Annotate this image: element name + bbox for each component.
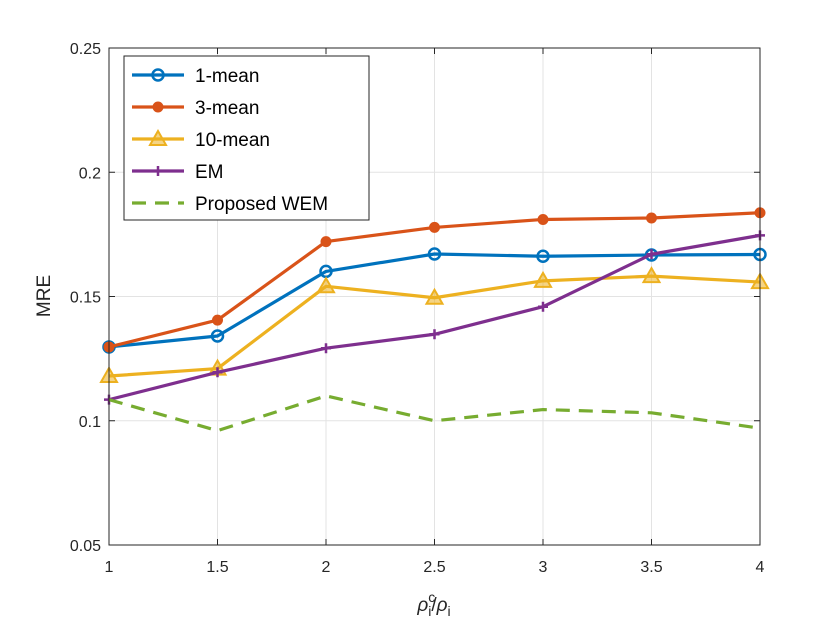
data-point-em: [429, 329, 440, 340]
axis-ticks: 1 1.5 2 2.5 3 3.5 4 0.05 0.1 0.15 0.2 0.25: [70, 41, 765, 576]
legend-marker-1-mean: [151, 68, 165, 82]
legend-label-em: EM: [195, 162, 224, 183]
series-line-proposed-wem: [108, 394, 761, 433]
data-point-3-mean: [429, 221, 440, 233]
data-point-10-mean: [533, 270, 553, 288]
x-axis-label-base: ρ: [416, 595, 428, 616]
legend: 1-mean 3-mean 10-mean EM Proposed WEM: [123, 55, 370, 221]
data-point-3-mean: [537, 213, 549, 225]
legend-label-1-mean: 1-mean: [195, 66, 259, 87]
legend-marker-em: [153, 166, 163, 176]
data-point-10-mean: [316, 276, 336, 294]
y-tick-label: 0.1: [79, 414, 101, 431]
legend-entry-em: EM: [132, 162, 224, 183]
legend-entry-proposed-wem: Proposed WEM: [132, 194, 328, 215]
data-point-3-mean: [646, 212, 657, 224]
x-tick-label: 1: [105, 559, 114, 576]
x-axis-label-sub2: i: [448, 603, 451, 619]
y-tick-label: 0.2: [79, 165, 101, 182]
legend-marker-10-mean: [148, 128, 168, 146]
data-point-3-mean: [320, 236, 332, 248]
x-axis-label: ρc i/ρi: [416, 589, 450, 619]
legend-entry-3-mean: 3-mean: [132, 98, 259, 119]
data-point-1-mean: [427, 247, 442, 261]
data-point-1-mean: [210, 329, 225, 343]
series-3-mean: [103, 207, 766, 353]
x-tick-label: 1.5: [206, 559, 228, 576]
x-tick-label: 3: [539, 559, 548, 576]
legend-label-proposed-wem: Proposed WEM: [195, 194, 328, 215]
y-tick-label: 0.25: [70, 41, 101, 58]
data-point-10-mean: [424, 287, 445, 305]
x-axis-label-sup: c: [428, 589, 435, 605]
y-tick-label: 0.05: [70, 538, 101, 555]
x-axis-label-sub: i: [428, 603, 431, 619]
x-tick-label: 3.5: [640, 559, 662, 576]
data-point-1-mean: [536, 249, 550, 263]
data-point-em: [538, 301, 548, 312]
legend-label-10-mean: 10-mean: [195, 130, 270, 151]
x-axis-label-sep: /: [431, 595, 437, 616]
y-axis-label: MRE: [34, 275, 55, 317]
legend-entry-1-mean: 1-mean: [132, 66, 259, 87]
legend-label-3-mean: 3-mean: [195, 98, 259, 119]
data-point-10-mean: [641, 266, 662, 284]
data-point-3-mean: [212, 314, 223, 326]
series-proposed-wem: [108, 394, 761, 433]
legend-entry-10-mean: 10-mean: [132, 128, 270, 151]
x-tick-label: 2.5: [423, 559, 445, 576]
data-point-em: [321, 343, 331, 354]
data-point-em: [646, 249, 657, 260]
series-layer: [99, 207, 770, 433]
x-tick-label: 2: [322, 559, 331, 576]
data-point-em: [212, 367, 223, 378]
x-tick-label: 4: [756, 559, 765, 576]
legend-marker-3-mean: [152, 101, 164, 113]
y-tick-label: 0.15: [70, 290, 101, 307]
x-axis-label-base2: ρ: [436, 595, 448, 616]
